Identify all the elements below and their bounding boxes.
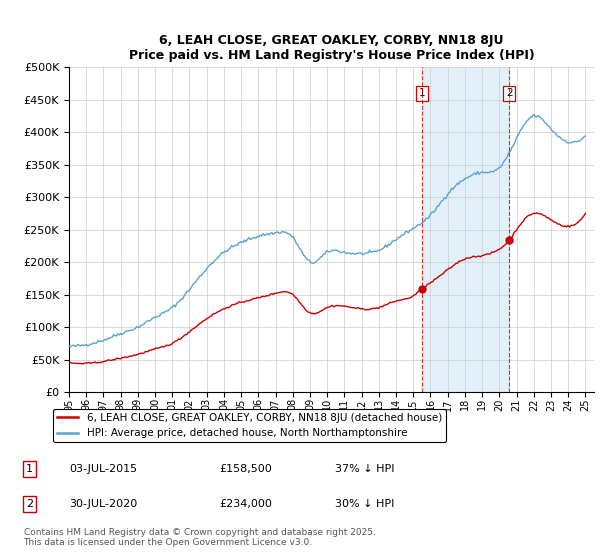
Text: 03-JUL-2015: 03-JUL-2015 (70, 464, 138, 474)
Legend: 6, LEAH CLOSE, GREAT OAKLEY, CORBY, NN18 8JU (detached house), HPI: Average pric: 6, LEAH CLOSE, GREAT OAKLEY, CORBY, NN18… (53, 409, 446, 442)
Text: £234,000: £234,000 (220, 499, 272, 509)
Text: 2: 2 (506, 88, 512, 98)
Text: 1: 1 (26, 464, 33, 474)
Text: 30% ↓ HPI: 30% ↓ HPI (335, 499, 394, 509)
Title: 6, LEAH CLOSE, GREAT OAKLEY, CORBY, NN18 8JU
Price paid vs. HM Land Registry's H: 6, LEAH CLOSE, GREAT OAKLEY, CORBY, NN18… (128, 34, 535, 62)
Text: 37% ↓ HPI: 37% ↓ HPI (335, 464, 394, 474)
Text: Contains HM Land Registry data © Crown copyright and database right 2025.
This d: Contains HM Land Registry data © Crown c… (23, 528, 376, 548)
Text: 1: 1 (419, 88, 425, 98)
Text: £158,500: £158,500 (220, 464, 272, 474)
Text: 2: 2 (26, 499, 33, 509)
Text: 30-JUL-2020: 30-JUL-2020 (70, 499, 138, 509)
